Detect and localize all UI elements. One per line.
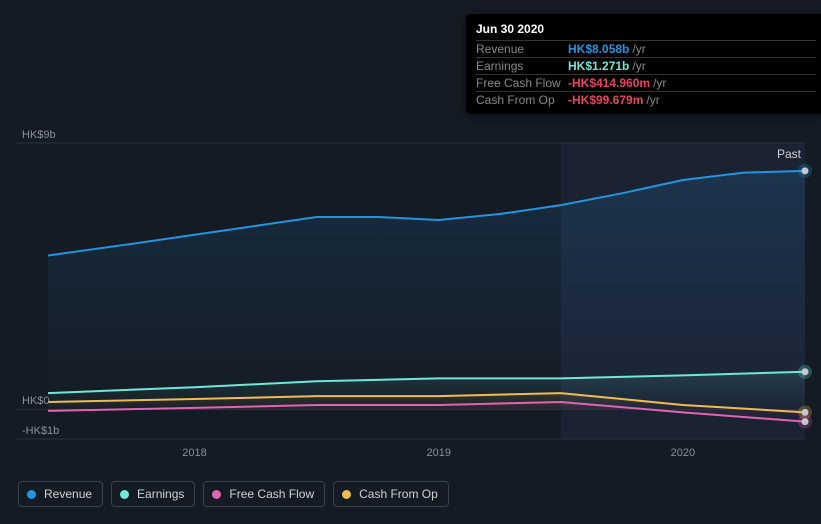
x-tick-label: 2018: [182, 447, 206, 459]
chart-tooltip: Jun 30 2020 Revenue HK$8.058b /yr Earnin…: [466, 14, 821, 114]
x-tick-label: 2020: [671, 447, 695, 459]
legend-item-free-cash-flow[interactable]: Free Cash Flow: [203, 481, 325, 507]
tooltip-value: HK$1.271b: [568, 59, 629, 73]
legend-label: Free Cash Flow: [229, 487, 314, 501]
tooltip-unit: /yr: [632, 59, 645, 73]
tooltip-value: -HK$99.679m: [568, 93, 643, 107]
tooltip-value: -HK$414.960m: [568, 76, 650, 90]
tooltip-label: Earnings: [476, 59, 568, 73]
legend-item-revenue[interactable]: Revenue: [18, 481, 103, 507]
tooltip-unit: /yr: [653, 76, 666, 90]
legend-dot-icon: [27, 490, 36, 499]
legend-label: Cash From Op: [359, 487, 438, 501]
tooltip-row: Free Cash Flow -HK$414.960m /yr: [476, 74, 816, 91]
legend-item-earnings[interactable]: Earnings: [111, 481, 195, 507]
tooltip-row: Earnings HK$1.271b /yr: [476, 57, 816, 74]
tooltip-unit: /yr: [646, 93, 659, 107]
y-tick-label: HK$0: [22, 395, 50, 407]
x-tick-label: 2019: [426, 447, 450, 459]
tooltip-label: Revenue: [476, 42, 568, 56]
y-tick-label: HK$9b: [22, 129, 56, 141]
tooltip-label: Free Cash Flow: [476, 76, 568, 90]
legend-item-cash-from-op[interactable]: Cash From Op: [333, 481, 449, 507]
tooltip-row: Cash From Op -HK$99.679m /yr: [476, 91, 816, 108]
past-label: Past: [777, 147, 801, 161]
legend-dot-icon: [120, 490, 129, 499]
tooltip-value: HK$8.058b: [568, 42, 629, 56]
tooltip-unit: /yr: [632, 42, 645, 56]
y-tick-label: -HK$1b: [22, 425, 59, 437]
tooltip-row: Revenue HK$8.058b /yr: [476, 40, 816, 57]
legend-label: Revenue: [44, 487, 92, 501]
legend-dot-icon: [342, 490, 351, 499]
chart-legend: Revenue Earnings Free Cash Flow Cash Fro…: [18, 481, 449, 507]
tooltip-title: Jun 30 2020: [476, 20, 816, 40]
legend-dot-icon: [212, 490, 221, 499]
legend-label: Earnings: [137, 487, 184, 501]
tooltip-label: Cash From Op: [476, 93, 568, 107]
